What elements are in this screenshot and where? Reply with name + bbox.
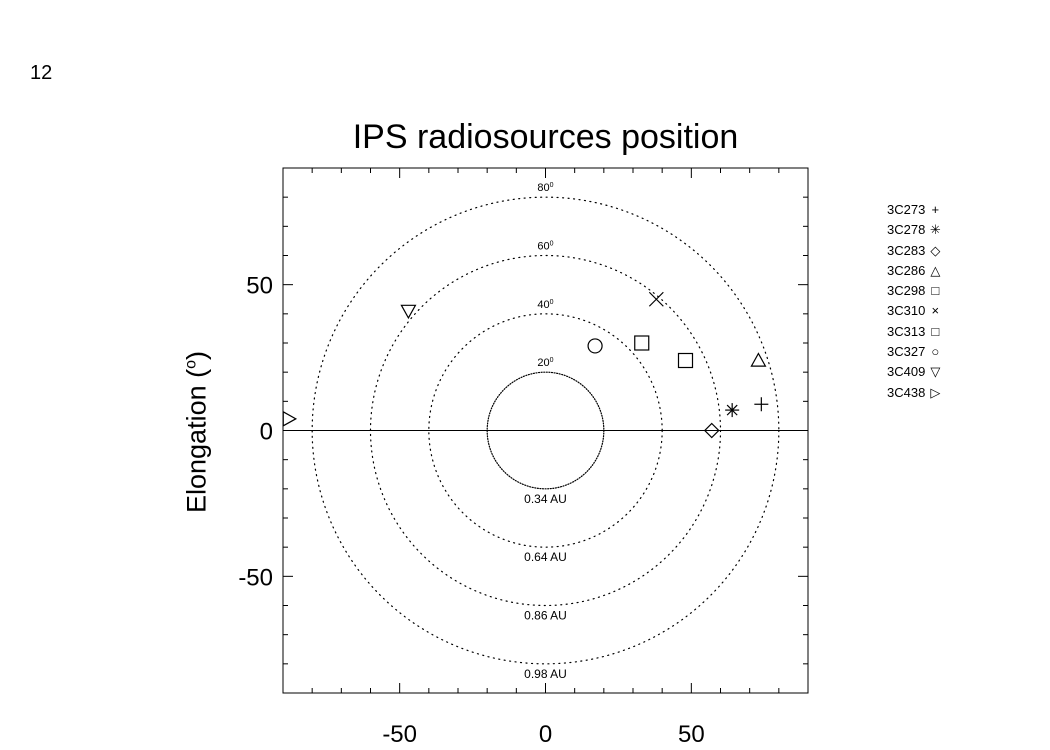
plus-marker-icon: +	[931, 202, 940, 217]
legend: 3C273 +3C278 ✳ 3C283 ◇ 3C286 △ 3C298 □ 3C310 × 3C31…	[887, 200, 942, 403]
data-point-3c278	[725, 403, 740, 418]
legend-item-3c438: 3C438 ▷	[887, 383, 942, 403]
angle-label: 800	[537, 182, 553, 194]
angle-label-superscript: 0	[550, 241, 554, 248]
legend-label: 3C409	[887, 364, 926, 380]
legend-label: 3C438	[887, 384, 926, 400]
legend-item-3c409: 3C409 ▽	[887, 362, 942, 382]
triangle-down-marker-icon: ▽	[930, 364, 941, 380]
legend-label: 3C310	[887, 303, 926, 319]
x-tick-label: -50	[382, 721, 417, 748]
legend-label: 3C298	[887, 283, 926, 299]
legend-item-3c327: 3C327 ○	[887, 342, 942, 362]
angle-label-superscript: 0	[550, 299, 554, 306]
angle-label-superscript: 0	[550, 182, 554, 189]
elongation-circle	[369, 254, 722, 607]
data-point-3c286	[750, 352, 767, 367]
legend-label: 3C283	[887, 242, 926, 258]
angle-label: 200	[537, 357, 553, 369]
page-number: 12	[30, 62, 53, 84]
y-tick-label: 0	[260, 419, 273, 446]
elongation-circle	[486, 371, 605, 490]
angle-label: 400	[537, 299, 553, 311]
distance-label: 0.98 AU	[524, 667, 567, 681]
legend-item-3c286: 3C286 △	[887, 261, 942, 281]
data-point-3c438-shape	[282, 410, 298, 427]
data-point-3c283	[703, 422, 720, 439]
angle-label-superscript: 0	[550, 357, 554, 364]
legend-item-3c273: 3C273 +	[887, 200, 942, 220]
legend-label: 3C286	[887, 262, 926, 278]
legend-item-3c283: 3C283 ◇	[887, 241, 942, 261]
distance-label: 0.86 AU	[524, 609, 567, 623]
data-point-3c283-shape	[703, 422, 720, 439]
circle-marker-icon: ○	[931, 344, 940, 360]
elongation-circle	[311, 196, 780, 665]
data-point-3c310-stroke	[648, 291, 664, 307]
angle-label: 600	[537, 241, 553, 253]
distance-label: 0.34 AU	[524, 492, 567, 506]
legend-label: 3C278	[887, 222, 926, 238]
data-point-3c286-shape	[750, 352, 767, 367]
elongation-circle	[428, 313, 663, 548]
legend-label: 3C273	[887, 202, 926, 217]
diamond-marker-icon: ◇	[930, 242, 941, 258]
data-point-3c313	[677, 352, 694, 369]
legend-item-3c313: 3C313 □	[887, 322, 942, 342]
legend-label: 3C327	[887, 344, 926, 360]
data-point-3c310	[648, 291, 664, 307]
data-point-3c298-shape	[634, 335, 650, 351]
data-point-3c438	[282, 410, 298, 427]
data-point-3c327-shape	[587, 338, 603, 354]
square-marker-icon: □	[931, 323, 940, 339]
legend-label: 3C313	[887, 323, 926, 339]
triangle-up-marker-icon: △	[930, 262, 941, 278]
square-marker-icon: □	[931, 283, 940, 299]
x-marker-icon: ×	[931, 303, 940, 319]
data-point-3c278-stroke	[726, 404, 738, 416]
x-tick-label: 0	[539, 721, 552, 748]
data-point-3c313-shape	[677, 352, 694, 369]
data-point-3c409-shape	[400, 304, 417, 320]
triangle-right-marker-icon: ▷	[930, 384, 941, 400]
distance-label: 0.64 AU	[524, 550, 567, 564]
legend-item-3c278: 3C278 ✳	[887, 220, 942, 240]
legend-item-3c310: 3C310 ×	[887, 301, 942, 321]
y-tick-label: 50	[246, 273, 273, 300]
asterisk-marker-icon: ✳	[929, 222, 941, 238]
y-tick-label: -50	[238, 564, 273, 591]
x-tick-label: 50	[678, 721, 705, 748]
legend-item-3c298: 3C298 □	[887, 281, 942, 301]
data-point-3c298	[634, 335, 650, 351]
data-point-3c327	[587, 338, 603, 354]
chart-title: IPS radiosources position	[352, 118, 739, 156]
data-point-3c409	[400, 304, 417, 320]
data-point-3c273	[754, 397, 769, 412]
